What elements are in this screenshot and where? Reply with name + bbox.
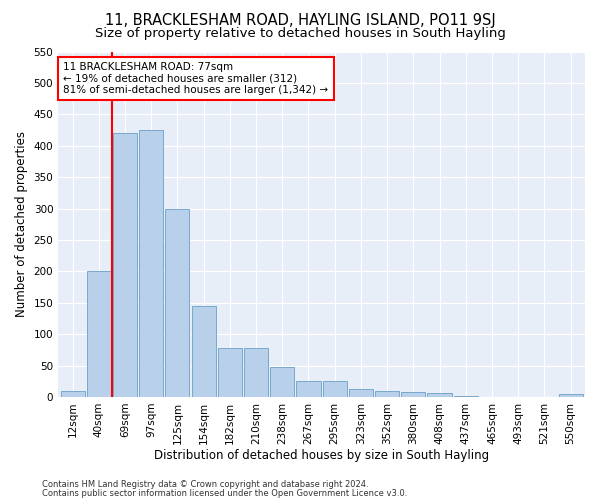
X-axis label: Distribution of detached houses by size in South Hayling: Distribution of detached houses by size … <box>154 450 489 462</box>
Bar <box>139 130 163 397</box>
Bar <box>87 272 111 397</box>
Text: 11 BRACKLESHAM ROAD: 77sqm
← 19% of detached houses are smaller (312)
81% of sem: 11 BRACKLESHAM ROAD: 77sqm ← 19% of deta… <box>64 62 329 95</box>
Bar <box>323 382 347 397</box>
Bar <box>375 390 399 397</box>
Bar <box>427 392 452 397</box>
Text: Size of property relative to detached houses in South Hayling: Size of property relative to detached ho… <box>95 28 505 40</box>
Bar <box>191 306 215 397</box>
Text: Contains HM Land Registry data © Crown copyright and database right 2024.: Contains HM Land Registry data © Crown c… <box>42 480 368 489</box>
Text: 11, BRACKLESHAM ROAD, HAYLING ISLAND, PO11 9SJ: 11, BRACKLESHAM ROAD, HAYLING ISLAND, PO… <box>104 12 496 28</box>
Bar <box>401 392 425 397</box>
Bar <box>349 390 373 397</box>
Y-axis label: Number of detached properties: Number of detached properties <box>15 131 28 317</box>
Bar <box>166 208 190 397</box>
Text: Contains public sector information licensed under the Open Government Licence v3: Contains public sector information licen… <box>42 488 407 498</box>
Bar <box>218 348 242 397</box>
Bar <box>244 348 268 397</box>
Bar <box>113 133 137 397</box>
Bar <box>270 367 295 397</box>
Bar <box>559 394 583 397</box>
Bar <box>454 396 478 397</box>
Bar <box>296 382 320 397</box>
Bar <box>61 390 85 397</box>
